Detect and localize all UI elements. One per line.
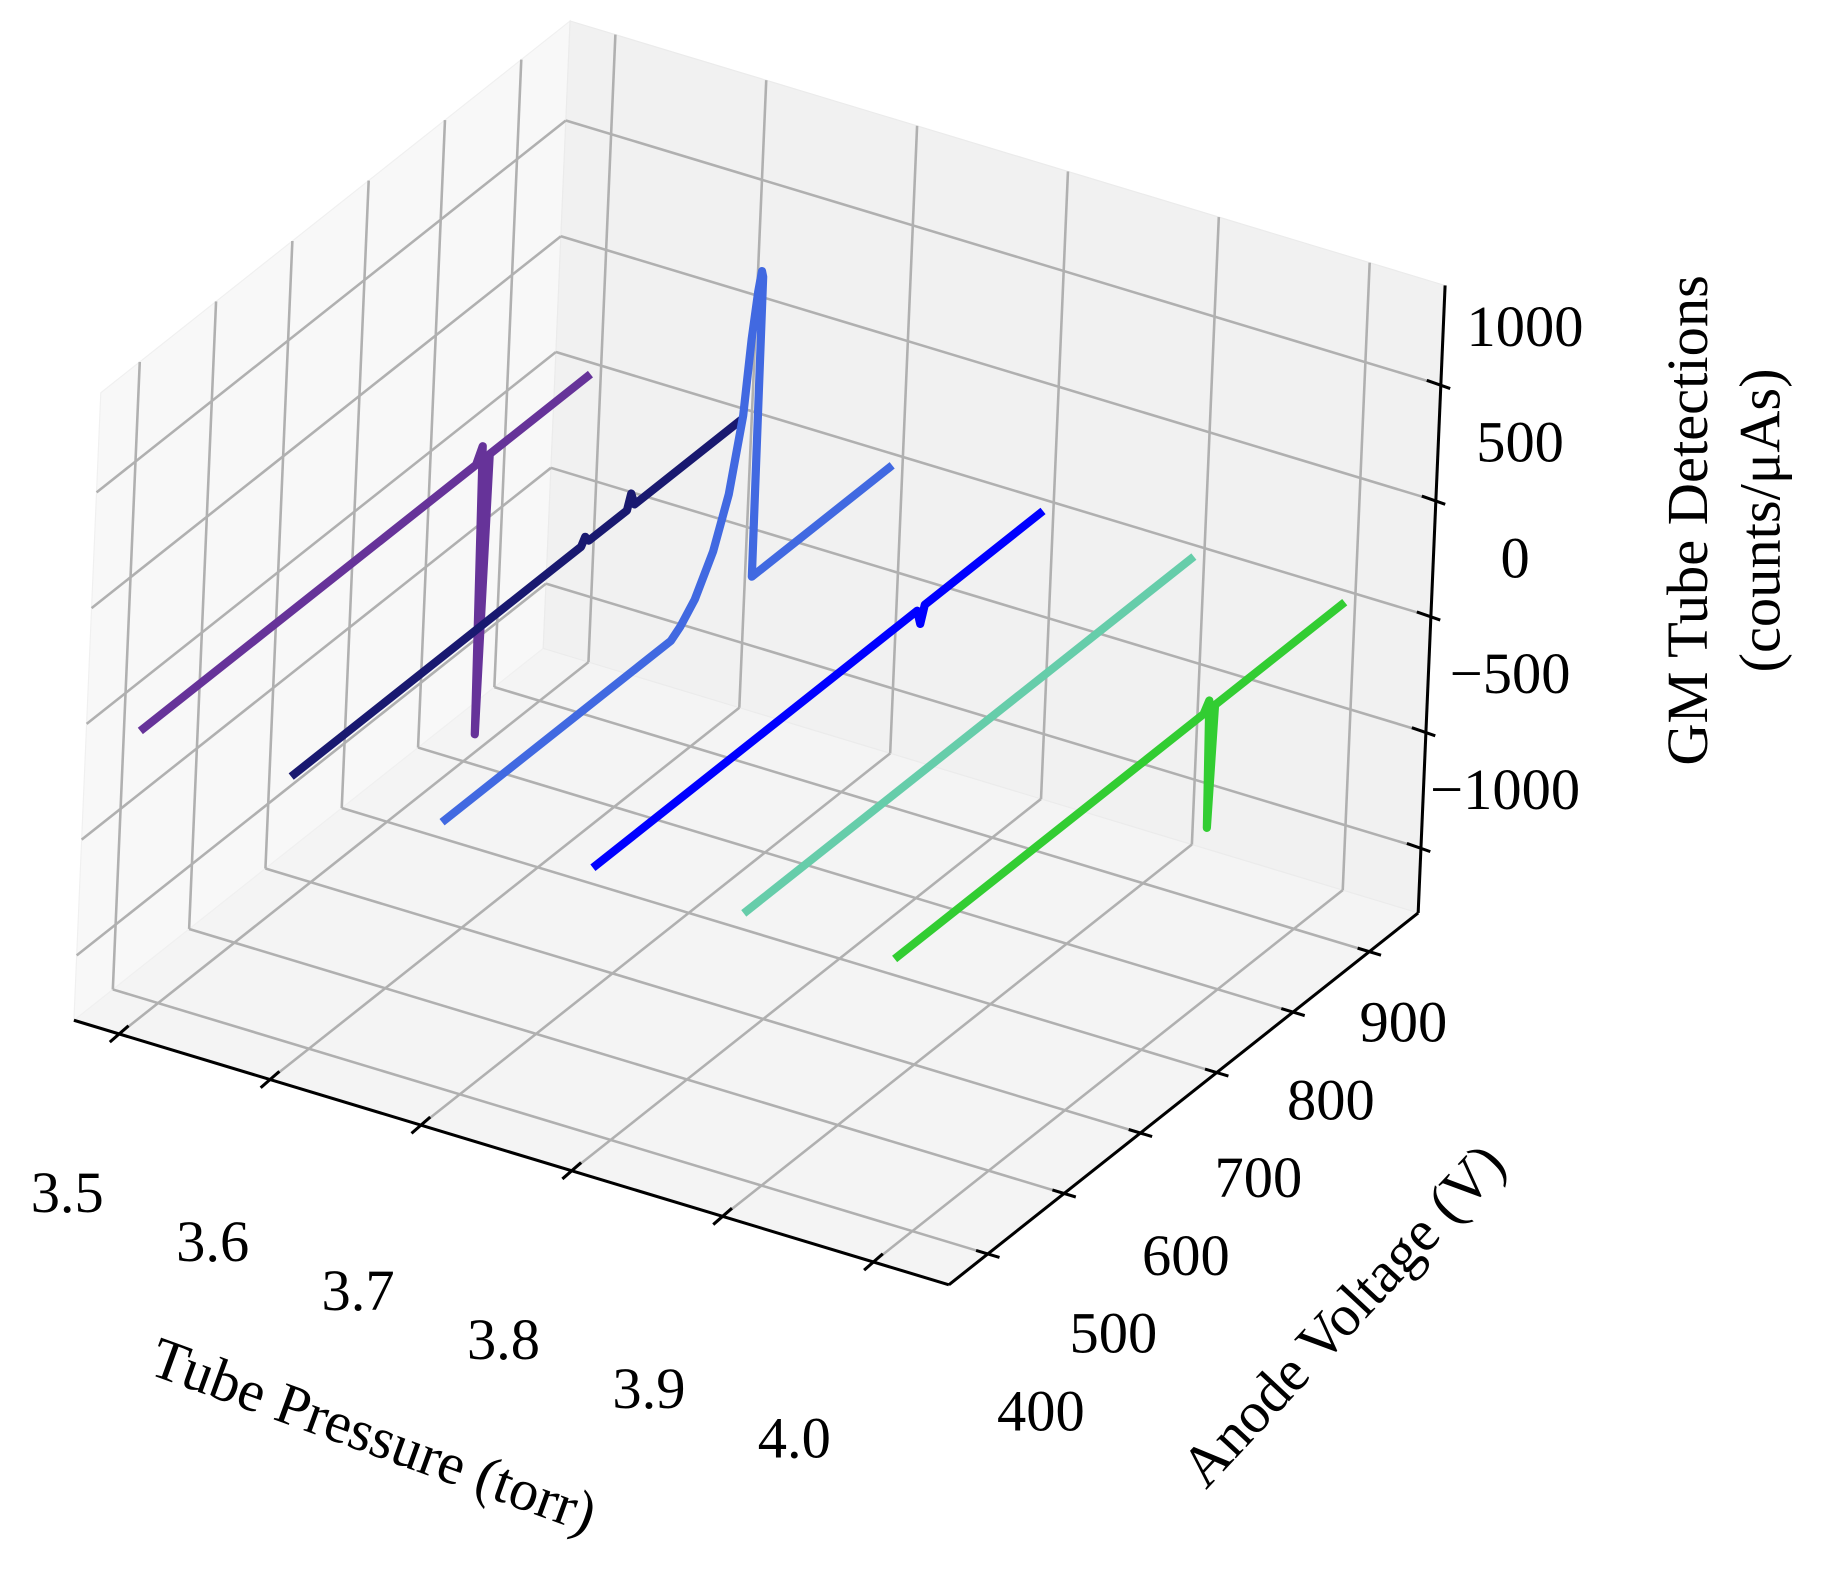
z-tick-label: 500 xyxy=(1476,410,1564,475)
y-tick-label: 900 xyxy=(1359,990,1447,1055)
z-tick xyxy=(1406,842,1431,854)
grid-line xyxy=(550,466,1427,734)
x-tick xyxy=(108,1024,130,1044)
x-tick xyxy=(863,1252,884,1272)
grid-line xyxy=(80,466,552,841)
grid-line xyxy=(85,351,557,725)
x-tick-label: 3.8 xyxy=(467,1307,540,1372)
data-line xyxy=(439,267,895,826)
grid-line xyxy=(555,350,1432,618)
data-lines xyxy=(137,267,1348,963)
z-tick xyxy=(1426,378,1451,390)
z-axis-label: GM Tube Detections xyxy=(1655,275,1720,766)
grid-line xyxy=(188,927,1065,1195)
grid-line xyxy=(545,582,1422,850)
x-tick-label: 4.0 xyxy=(758,1405,831,1470)
grid-line xyxy=(112,988,989,1256)
grid-line xyxy=(264,240,294,869)
data-line xyxy=(590,507,1046,871)
grid-line xyxy=(417,746,1294,1014)
x-tick xyxy=(712,1207,733,1226)
x-tick-label: 3.5 xyxy=(31,1160,104,1225)
z-tick-label: 0 xyxy=(1500,525,1529,590)
grid-line xyxy=(416,120,447,748)
x-tick-label: 3.9 xyxy=(612,1356,685,1421)
grid-line xyxy=(265,867,1141,1135)
grid-line xyxy=(587,34,617,663)
y-tick xyxy=(975,1248,1000,1259)
x-tick xyxy=(259,1070,281,1089)
grid-line xyxy=(118,661,590,1035)
grid-line xyxy=(75,582,547,957)
grid-line xyxy=(738,80,768,708)
data-line xyxy=(892,598,1348,963)
y-tick xyxy=(1357,946,1382,957)
grid xyxy=(75,34,1442,1263)
grid-line xyxy=(570,797,1042,1172)
grid-line xyxy=(341,806,1218,1074)
z-tick xyxy=(1421,494,1446,506)
z-tick-label: 1000 xyxy=(1467,294,1584,359)
grid-line xyxy=(111,361,142,990)
y-tick xyxy=(1280,1007,1306,1018)
x-tick-label: 3.7 xyxy=(322,1258,395,1323)
grid-line xyxy=(493,685,1370,953)
y-tick xyxy=(1051,1188,1077,1199)
grid-line xyxy=(187,301,218,930)
y-tick-label: 600 xyxy=(1142,1223,1230,1288)
data-line xyxy=(288,416,744,780)
z-tick xyxy=(1416,610,1441,622)
y-tick xyxy=(1128,1128,1153,1138)
grid-line xyxy=(90,235,562,610)
data-line xyxy=(137,370,593,739)
z-tick xyxy=(1411,726,1436,738)
grid-line xyxy=(560,235,1437,503)
x-axis xyxy=(73,1018,950,1287)
grid-line xyxy=(420,752,891,1127)
x-tick-label: 3.6 xyxy=(176,1209,249,1274)
grid-line xyxy=(95,119,567,494)
panes xyxy=(72,19,1446,1286)
data-line xyxy=(741,553,1197,917)
y-axis xyxy=(947,911,1420,1286)
z-axis xyxy=(1416,285,1447,914)
z-tick-label: −500 xyxy=(1450,641,1571,706)
y-tick-label: 700 xyxy=(1214,1145,1302,1210)
grid-line xyxy=(1341,262,1371,891)
y-tick-label: 500 xyxy=(1069,1301,1157,1366)
x-tick xyxy=(561,1161,583,1181)
grid-line xyxy=(872,889,1344,1263)
grid-line xyxy=(1190,216,1221,845)
x-tick xyxy=(410,1115,432,1135)
grid-line xyxy=(721,843,1193,1218)
axes: 3.5 3.6 3.7 3.8 3.9 4.0 400 500 600 700 800 900 −100… xyxy=(31,285,1584,1470)
y-tick xyxy=(1204,1067,1229,1078)
y-tick-label: 800 xyxy=(1287,1067,1375,1132)
grid-line xyxy=(340,180,370,809)
y-tick-label: 400 xyxy=(997,1378,1085,1443)
grid-line xyxy=(888,125,919,754)
grid-line xyxy=(493,59,523,688)
z-axis-label: (counts/μAs) xyxy=(1727,368,1792,672)
grid-line xyxy=(1039,171,1070,799)
grid-line xyxy=(565,119,1442,387)
z-tick-label: −1000 xyxy=(1430,757,1580,822)
grid-line xyxy=(269,706,741,1081)
